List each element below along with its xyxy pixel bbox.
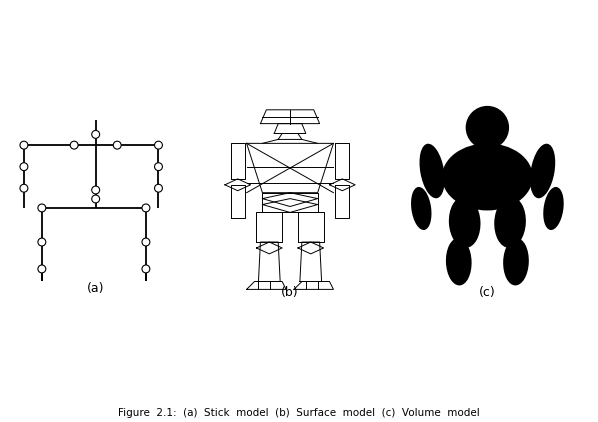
Ellipse shape <box>530 144 555 198</box>
Circle shape <box>91 186 100 194</box>
Ellipse shape <box>449 197 481 248</box>
Circle shape <box>91 195 100 203</box>
Circle shape <box>154 141 163 149</box>
Circle shape <box>20 184 28 192</box>
Text: (b): (b) <box>281 286 299 299</box>
Text: (a): (a) <box>87 282 105 295</box>
Circle shape <box>20 141 28 149</box>
Ellipse shape <box>442 143 533 211</box>
Ellipse shape <box>446 238 472 285</box>
Circle shape <box>154 163 163 170</box>
Ellipse shape <box>477 139 498 155</box>
Circle shape <box>142 238 150 246</box>
Ellipse shape <box>494 197 526 248</box>
Ellipse shape <box>466 106 509 149</box>
Ellipse shape <box>420 144 445 198</box>
Circle shape <box>113 141 121 149</box>
Circle shape <box>154 184 163 192</box>
Circle shape <box>142 265 150 273</box>
Circle shape <box>142 204 150 212</box>
Ellipse shape <box>411 187 432 230</box>
Circle shape <box>91 130 100 138</box>
Circle shape <box>20 163 28 170</box>
Circle shape <box>38 265 46 273</box>
Circle shape <box>70 141 78 149</box>
Text: (c): (c) <box>479 286 496 299</box>
Ellipse shape <box>543 187 564 230</box>
Text: Figure  2.1:  (a)  Stick  model  (b)  Surface  model  (c)  Volume  model: Figure 2.1: (a) Stick model (b) Surface … <box>118 408 480 418</box>
Circle shape <box>38 204 46 212</box>
Circle shape <box>38 238 46 246</box>
Ellipse shape <box>503 238 529 285</box>
